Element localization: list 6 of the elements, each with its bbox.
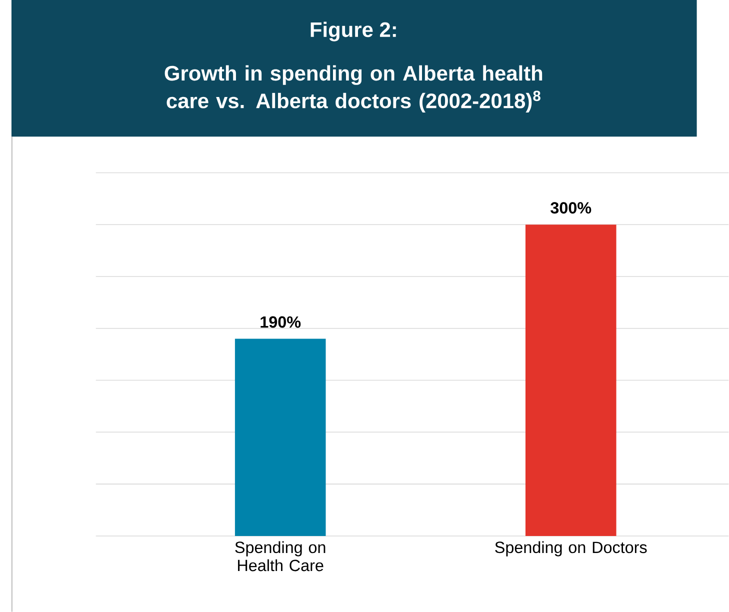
data-label: 300% [550,202,592,214]
x-tick-label: Spending on Doctors [495,541,647,556]
x-tick-label: Spending on Health Care [235,541,326,572]
chart-subtitle: Growth in spending on Alberta health care vs. Alberta doctors (2002-2018)$^{8}$ [164,65,542,112]
data-label: 190% [260,316,301,328]
chart-title: Figure 2: [310,22,396,42]
